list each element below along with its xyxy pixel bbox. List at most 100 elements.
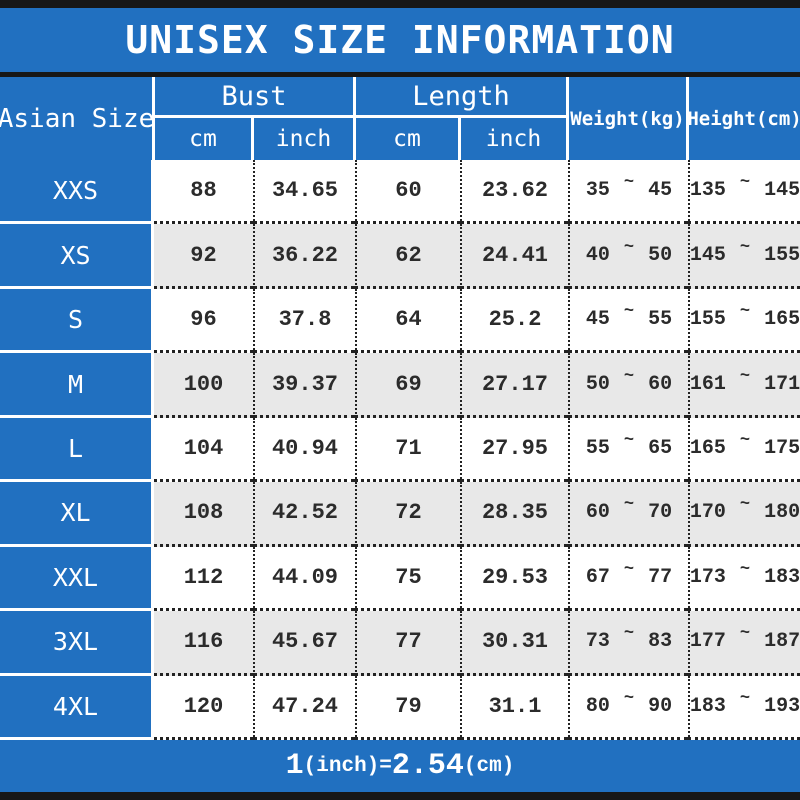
bust-cm-cell: 120 bbox=[154, 676, 253, 740]
weight-min: 67 bbox=[585, 565, 610, 589]
height-range-cell: 135 ~145 bbox=[688, 160, 800, 225]
table-row: S 96 37.8 64 25.2 45 ~55 155 ~165 bbox=[0, 288, 800, 354]
bust-inch-cell: 36.22 bbox=[253, 224, 355, 289]
length-inch-cell: 28.35 bbox=[460, 482, 568, 547]
size-label-cell: S bbox=[0, 288, 154, 354]
bust-cm-cell: 116 bbox=[154, 611, 253, 676]
weight-range-cell: 50 ~60 bbox=[568, 353, 688, 418]
table-row: XL 108 42.52 72 28.35 60 ~70 170 ~180 bbox=[0, 482, 800, 547]
header-height-cm: Height(cm) bbox=[687, 77, 800, 160]
height-min: 173 bbox=[689, 565, 726, 589]
bust-cm-cell: 100 bbox=[154, 353, 253, 418]
footer-segment: = bbox=[379, 754, 392, 778]
table-header: Asian Size Bust Length Weight(kg) Height… bbox=[0, 77, 800, 160]
table-row: 3XL 116 45.67 77 30.31 73 ~83 177 ~187 bbox=[0, 611, 800, 676]
table-row: XXS 88 34.65 60 23.62 35 ~45 135 ~145 bbox=[0, 160, 800, 225]
height-min: 165 bbox=[689, 436, 726, 460]
weight-max: 45 bbox=[648, 179, 673, 203]
table-row: M 100 39.37 69 27.17 50 ~60 161 ~171 bbox=[0, 353, 800, 418]
weight-max: 65 bbox=[648, 436, 673, 460]
weight-min: 40 bbox=[585, 243, 610, 267]
table-row: XS 92 36.22 62 24.41 40 ~50 145 ~155 bbox=[0, 224, 800, 289]
length-cm-cell: 60 bbox=[355, 160, 460, 225]
weight-min: 45 bbox=[585, 308, 610, 332]
tilde-glyph: ~ bbox=[623, 366, 635, 386]
tilde-glyph: ~ bbox=[739, 302, 751, 322]
height-max: 187 bbox=[764, 630, 800, 654]
weight-range-cell: 67 ~77 bbox=[568, 546, 688, 612]
height-max: 165 bbox=[764, 308, 800, 332]
length-cm-cell: 71 bbox=[355, 417, 460, 483]
tilde-glyph: ~ bbox=[623, 624, 635, 644]
length-inch-cell: 27.17 bbox=[460, 353, 568, 418]
height-max: 171 bbox=[764, 372, 800, 396]
bust-inch-cell: 39.37 bbox=[253, 353, 355, 418]
footer-note: 1 (inch) = 2.54 (cm) bbox=[0, 740, 800, 792]
footer-segment: (cm) bbox=[463, 754, 515, 778]
length-cm-cell: 75 bbox=[355, 546, 460, 612]
height-max: 180 bbox=[764, 501, 800, 525]
weight-max: 55 bbox=[648, 308, 673, 332]
bust-inch-cell: 37.8 bbox=[253, 288, 355, 354]
tilde-glyph: ~ bbox=[623, 430, 635, 450]
size-label-cell: L bbox=[0, 417, 154, 483]
header-length-cm-unit: cm bbox=[356, 118, 458, 160]
size-label-cell: M bbox=[0, 353, 154, 418]
tilde-glyph: ~ bbox=[623, 688, 635, 708]
weight-max: 83 bbox=[648, 630, 673, 654]
weight-max: 70 bbox=[648, 501, 673, 525]
size-label-cell: 3XL bbox=[0, 611, 154, 676]
weight-range-cell: 45 ~55 bbox=[568, 288, 688, 354]
size-label-cell: XXS bbox=[0, 160, 154, 225]
title-divider-bar bbox=[0, 72, 800, 77]
weight-range-cell: 55 ~65 bbox=[568, 417, 688, 483]
header-bust: Bust bbox=[155, 77, 353, 115]
weight-range-cell: 60 ~70 bbox=[568, 482, 688, 547]
height-min: 170 bbox=[689, 501, 726, 525]
weight-range-cell: 80 ~90 bbox=[568, 675, 688, 740]
header-length-inch-unit: inch bbox=[461, 118, 566, 160]
height-range-cell: 173 ~183 bbox=[688, 546, 800, 612]
length-cm-cell: 62 bbox=[355, 224, 460, 289]
height-range-cell: 165 ~175 bbox=[688, 417, 800, 483]
footer-segment: 1 bbox=[285, 749, 304, 783]
length-inch-cell: 24.41 bbox=[460, 224, 568, 289]
length-cm-cell: 77 bbox=[355, 611, 460, 676]
tilde-glyph: ~ bbox=[623, 302, 635, 322]
height-min: 161 bbox=[689, 372, 726, 396]
header-bust-inch-unit: inch bbox=[254, 118, 353, 160]
height-range-cell: 170 ~180 bbox=[688, 482, 800, 547]
height-range-cell: 155 ~165 bbox=[688, 288, 800, 354]
footer-segment: (inch) bbox=[303, 754, 380, 778]
bottom-border-bar bbox=[0, 792, 800, 800]
length-cm-cell: 64 bbox=[355, 288, 460, 354]
header-weight-kg: Weight(kg) bbox=[569, 77, 686, 160]
header-length: Length bbox=[356, 77, 566, 115]
title-band: UNISEX SIZE INFORMATION bbox=[0, 8, 800, 72]
bust-cm-cell: 96 bbox=[154, 289, 253, 354]
height-max: 193 bbox=[764, 694, 800, 718]
bust-cm-cell: 88 bbox=[154, 160, 253, 225]
height-min: 135 bbox=[689, 179, 726, 203]
bust-cm-cell: 92 bbox=[154, 224, 253, 289]
height-min: 183 bbox=[689, 694, 726, 718]
bust-inch-cell: 44.09 bbox=[253, 546, 355, 612]
bust-cm-cell: 112 bbox=[154, 547, 253, 612]
height-range-cell: 161 ~171 bbox=[688, 353, 800, 418]
tilde-glyph: ~ bbox=[739, 237, 751, 257]
header-asian-size: Asian Size bbox=[0, 77, 154, 160]
tilde-glyph: ~ bbox=[739, 559, 751, 579]
tilde-glyph: ~ bbox=[739, 688, 751, 708]
bust-inch-cell: 42.52 bbox=[253, 482, 355, 547]
size-label-cell: XXL bbox=[0, 546, 154, 612]
bust-inch-cell: 47.24 bbox=[253, 675, 355, 740]
height-range-cell: 177 ~187 bbox=[688, 611, 800, 676]
length-cm-cell: 72 bbox=[355, 482, 460, 547]
weight-min: 55 bbox=[585, 436, 610, 460]
header-bust-cm-unit: cm bbox=[155, 118, 251, 160]
length-inch-cell: 25.2 bbox=[460, 288, 568, 354]
height-max: 183 bbox=[764, 565, 800, 589]
height-max: 175 bbox=[764, 436, 800, 460]
weight-range-cell: 40 ~50 bbox=[568, 224, 688, 289]
